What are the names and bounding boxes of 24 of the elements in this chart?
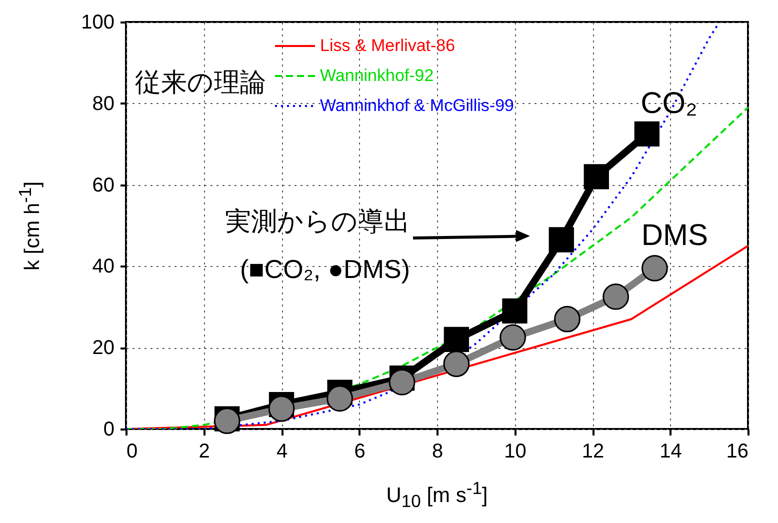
x-tick-label: 6 xyxy=(354,440,366,462)
y-tick-label: 0 xyxy=(103,418,114,440)
x-tick-label: 12 xyxy=(582,440,604,462)
legend-label: Wanninkhof & McGillis-99 xyxy=(320,96,514,115)
x-tick-label: 10 xyxy=(504,440,526,462)
annotation: (■CO₂, ●DMS) xyxy=(240,254,410,284)
x-tick-label: 8 xyxy=(432,440,444,462)
x-tick-label: 0 xyxy=(126,440,138,462)
legend-title: 従来の理論 xyxy=(135,67,266,97)
x-tick-label: 16 xyxy=(726,440,748,462)
x-tick-label: 14 xyxy=(660,440,682,462)
x-tick-label: 2 xyxy=(198,440,210,462)
legend-label: Liss & Merlivat-86 xyxy=(320,36,456,55)
x-axis-title: U$_{10}$ [m s$^{-1}$] xyxy=(386,478,488,512)
y-tick-label: 60 xyxy=(92,174,114,196)
series-label: CO₂ xyxy=(640,86,698,120)
y-tick-label: 80 xyxy=(92,92,114,115)
y-tick-label: 100 xyxy=(81,12,114,34)
y-tick-label: 20 xyxy=(92,337,114,360)
x-tick-label: 4 xyxy=(276,440,288,462)
legend-label: Wanninkhof-92 xyxy=(320,66,434,85)
series-label: DMS xyxy=(641,219,708,252)
annotation: 実測からの導出 xyxy=(225,206,410,236)
y-tick-label: 40 xyxy=(92,256,114,278)
